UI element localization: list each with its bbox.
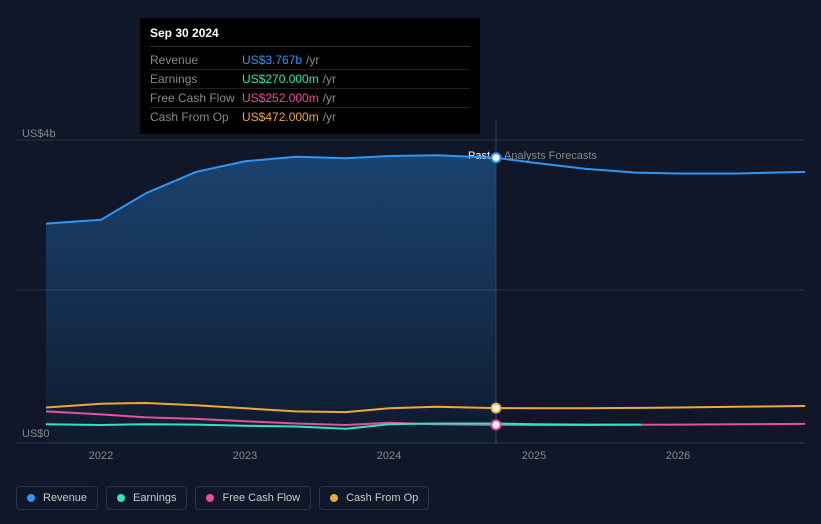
x-axis-label: 2023 (233, 450, 257, 462)
series-marker-cash_from_op[interactable] (492, 404, 501, 413)
tooltip-row-value: US$3.767b (242, 53, 302, 67)
tooltip-row-unit: /yr (323, 72, 336, 86)
series-marker-free_cash_flow[interactable] (492, 420, 501, 429)
series-area-revenue (46, 155, 496, 444)
tooltip-row-value: US$252.000m (242, 91, 319, 105)
legend-label: Free Cash Flow (222, 492, 300, 504)
x-axis-label: 2024 (377, 450, 401, 462)
tooltip-row-value: US$270.000m (242, 72, 319, 86)
legend-item-earnings[interactable]: Earnings (106, 486, 187, 510)
legend-item-free_cash_flow[interactable]: Free Cash Flow (195, 486, 311, 510)
tooltip-row-label: Earnings (150, 72, 242, 86)
tooltip-date: Sep 30 2024 (150, 26, 470, 47)
financial-chart: Sep 30 2024 RevenueUS$3.767b/yrEarningsU… (0, 0, 821, 524)
chart-plot-area[interactable] (16, 120, 805, 450)
chart-legend: Revenue Earnings Free Cash Flow Cash From O… (16, 486, 429, 510)
tooltip-row: Free Cash FlowUS$252.000m/yr (150, 89, 470, 108)
legend-item-cash_from_op[interactable]: Cash From Op (319, 486, 429, 510)
chart-tooltip: Sep 30 2024 RevenueUS$3.767b/yrEarningsU… (140, 18, 480, 134)
legend-dot-icon (330, 494, 338, 502)
tooltip-row-unit: /yr (323, 91, 336, 105)
tooltip-row-label: Free Cash Flow (150, 91, 242, 105)
legend-dot-icon (117, 494, 125, 502)
tooltip-row: EarningsUS$270.000m/yr (150, 70, 470, 89)
tooltip-row-unit: /yr (306, 53, 319, 67)
legend-label: Earnings (133, 492, 176, 504)
legend-label: Revenue (43, 492, 87, 504)
x-axis-label: 2026 (666, 450, 690, 462)
legend-item-revenue[interactable]: Revenue (16, 486, 98, 510)
x-axis-label: 2025 (522, 450, 546, 462)
tooltip-row-label: Cash From Op (150, 110, 242, 124)
series-marker-revenue[interactable] (492, 153, 501, 162)
tooltip-rows: RevenueUS$3.767b/yrEarningsUS$270.000m/y… (150, 51, 470, 126)
legend-label: Cash From Op (346, 492, 418, 504)
tooltip-row-value: US$472.000m (242, 110, 319, 124)
legend-dot-icon (206, 494, 214, 502)
legend-dot-icon (27, 494, 35, 502)
x-axis-label: 2022 (89, 450, 113, 462)
tooltip-row-label: Revenue (150, 53, 242, 67)
tooltip-row: RevenueUS$3.767b/yr (150, 51, 470, 70)
tooltip-row-unit: /yr (323, 110, 336, 124)
tooltip-row: Cash From OpUS$472.000m/yr (150, 108, 470, 126)
